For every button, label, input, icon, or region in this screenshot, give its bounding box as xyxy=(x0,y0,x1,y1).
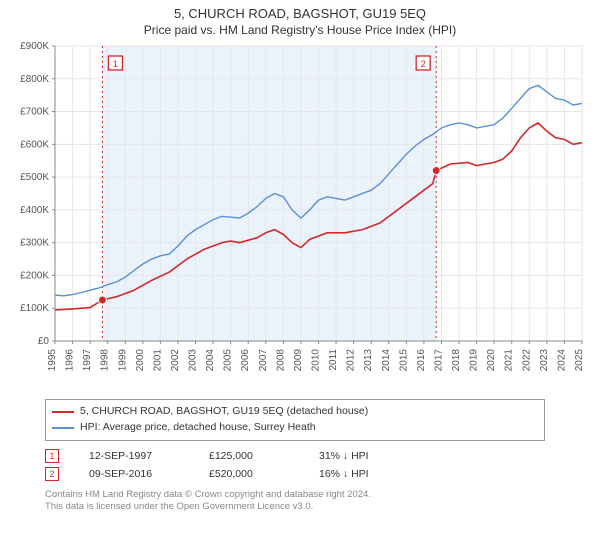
sale-price: £520,000 xyxy=(209,468,289,480)
svg-text:2020: 2020 xyxy=(486,349,497,372)
chart-svg: £0 £100K £200K £300K £400K £500K £600K £700K £80… xyxy=(10,41,590,391)
svg-text:2008: 2008 xyxy=(275,349,286,372)
sale-diff: 31% ↓ HPI xyxy=(319,450,409,462)
svg-text:1997: 1997 xyxy=(82,349,93,372)
svg-text:2022: 2022 xyxy=(521,349,532,372)
svg-text:1995: 1995 xyxy=(47,349,58,372)
chart-container: 5, CHURCH ROAD, BAGSHOT, GU19 5EQ Price … xyxy=(0,0,600,560)
svg-text:2017: 2017 xyxy=(433,349,444,372)
sale-marker-box: 1 xyxy=(45,449,59,463)
chart-plot-area: £0 £100K £200K £300K £400K £500K £600K £700K £80… xyxy=(10,41,590,391)
svg-text:1996: 1996 xyxy=(65,349,76,372)
sales-row: 2 09-SEP-2016 £520,000 16% ↓ HPI xyxy=(45,465,590,483)
chart-title-line1: 5, CHURCH ROAD, BAGSHOT, GU19 5EQ xyxy=(0,0,600,21)
svg-text:2015: 2015 xyxy=(398,349,409,372)
legend-row: HPI: Average price, detached house, Surr… xyxy=(52,420,538,436)
svg-text:2006: 2006 xyxy=(240,349,251,372)
svg-text:2014: 2014 xyxy=(381,349,392,372)
svg-text:2001: 2001 xyxy=(152,349,163,372)
sales-row: 1 12-SEP-1997 £125,000 31% ↓ HPI xyxy=(45,447,590,465)
chart-title-line2: Price paid vs. HM Land Registry's House … xyxy=(0,21,600,41)
svg-text:2007: 2007 xyxy=(258,349,269,372)
svg-text:2018: 2018 xyxy=(451,349,462,372)
svg-text:£300K: £300K xyxy=(20,238,49,249)
svg-text:2011: 2011 xyxy=(328,349,339,371)
svg-text:£100K: £100K xyxy=(20,303,49,314)
sale-date: 09-SEP-2016 xyxy=(89,468,179,480)
svg-text:2016: 2016 xyxy=(416,349,427,372)
svg-text:£700K: £700K xyxy=(20,107,49,118)
svg-text:2009: 2009 xyxy=(293,349,304,372)
svg-text:£200K: £200K xyxy=(20,270,49,281)
footer-line1: Contains HM Land Registry data © Crown c… xyxy=(45,489,590,502)
svg-text:1998: 1998 xyxy=(100,349,111,372)
svg-text:2021: 2021 xyxy=(504,349,515,372)
svg-text:£800K: £800K xyxy=(20,74,49,85)
legend-row: 5, CHURCH ROAD, BAGSHOT, GU19 5EQ (detac… xyxy=(52,404,538,420)
svg-text:2012: 2012 xyxy=(346,349,357,372)
legend-label: HPI: Average price, detached house, Surr… xyxy=(80,420,316,436)
svg-text:2025: 2025 xyxy=(574,349,585,372)
svg-text:1999: 1999 xyxy=(117,349,128,372)
sale-date: 12-SEP-1997 xyxy=(89,450,179,462)
svg-text:2: 2 xyxy=(421,59,426,69)
svg-text:2004: 2004 xyxy=(205,349,216,372)
sales-table: 1 12-SEP-1997 £125,000 31% ↓ HPI 2 09-SEP-201… xyxy=(45,447,590,483)
legend-swatch xyxy=(52,427,74,429)
svg-text:2024: 2024 xyxy=(556,349,567,372)
legend-label: 5, CHURCH ROAD, BAGSHOT, GU19 5EQ (detac… xyxy=(80,404,368,420)
legend: 5, CHURCH ROAD, BAGSHOT, GU19 5EQ (detac… xyxy=(45,399,545,441)
sale-marker-box: 2 xyxy=(45,467,59,481)
svg-text:2019: 2019 xyxy=(469,349,480,372)
footer-line2: This data is licensed under the Open Gov… xyxy=(45,501,590,514)
svg-text:2000: 2000 xyxy=(135,349,146,372)
svg-text:£900K: £900K xyxy=(20,41,49,52)
svg-text:2010: 2010 xyxy=(311,349,322,372)
sale-diff: 16% ↓ HPI xyxy=(319,468,409,480)
svg-text:2002: 2002 xyxy=(170,349,181,372)
legend-swatch xyxy=(52,411,74,413)
svg-text:£0: £0 xyxy=(38,336,50,347)
footer-attribution: Contains HM Land Registry data © Crown c… xyxy=(45,489,590,515)
svg-text:2023: 2023 xyxy=(539,349,550,372)
svg-text:£400K: £400K xyxy=(20,205,49,216)
sale-price: £125,000 xyxy=(209,450,289,462)
svg-text:1: 1 xyxy=(113,59,118,69)
svg-text:£500K: £500K xyxy=(20,172,49,183)
svg-text:2005: 2005 xyxy=(223,349,234,372)
svg-text:£600K: £600K xyxy=(20,139,49,150)
svg-text:2003: 2003 xyxy=(188,349,199,372)
svg-text:2013: 2013 xyxy=(363,349,374,372)
